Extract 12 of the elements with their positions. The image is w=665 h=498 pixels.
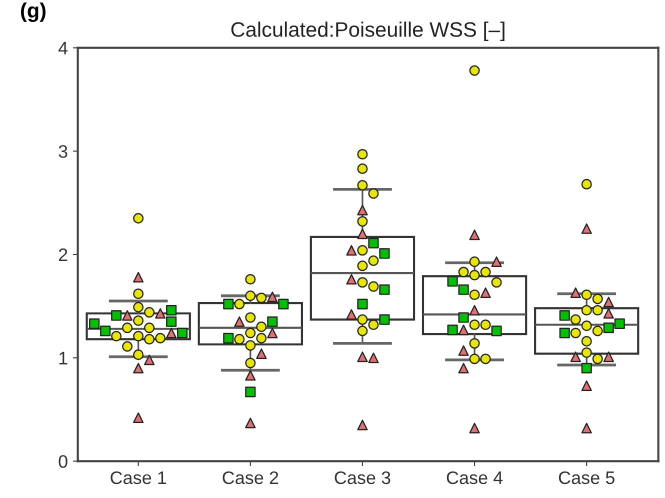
y-tick-label: 3 [58,145,68,158]
x-tick-label: Case 3 [334,471,390,484]
x-tick-label: Case 1 [110,471,166,484]
x-tick-label: Case 4 [446,471,503,484]
y-tick-label: 2 [58,248,68,262]
y-tick-label: 1 [59,352,68,364]
x-tick-label: Case 5 [558,471,614,484]
y-tick-label: 4 [58,42,68,54]
chart-title: Calculated:Poiseuille WSS [–] [231,22,504,42]
x-tick-label: Case 2 [222,471,278,484]
y-tick-label: 0 [58,455,68,468]
text: (g) [20,2,46,22]
